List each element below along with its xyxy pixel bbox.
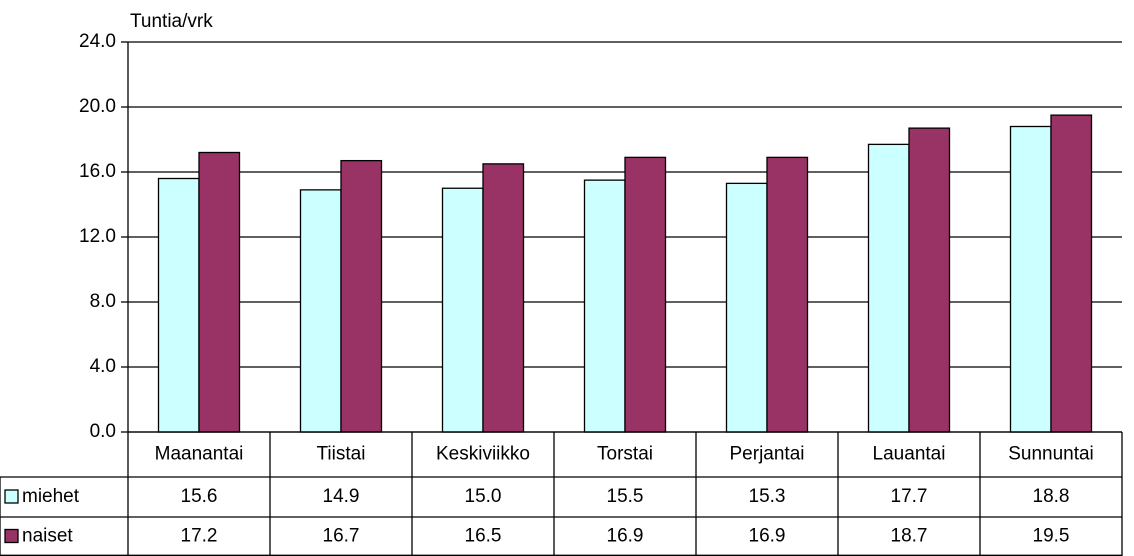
bar — [766, 156, 809, 433]
x-tick-label: Sunnuntai — [1008, 444, 1094, 465]
bar — [340, 159, 383, 433]
table-cell: 18.8 — [1033, 486, 1070, 507]
x-tick-label: Lauantai — [873, 444, 946, 465]
table-cell: 16.9 — [749, 526, 786, 547]
table-cell: 16.5 — [465, 526, 502, 547]
table-cell: 15.6 — [181, 486, 218, 507]
bar — [299, 189, 342, 433]
bar — [624, 156, 667, 433]
table-cell: 15.0 — [465, 486, 502, 507]
table-cell: 14.9 — [323, 486, 360, 507]
table-cell: 16.7 — [323, 526, 360, 547]
y-tick-label: 16.0 — [79, 161, 116, 182]
y-tick-label: 0.0 — [90, 421, 116, 442]
table-cell: 17.2 — [181, 526, 218, 547]
bar — [1009, 125, 1052, 433]
y-tick-label: 20.0 — [79, 96, 116, 117]
x-tick-label: Perjantai — [730, 444, 805, 465]
bar — [441, 187, 484, 433]
y-axis-label: Tuntia/vrk — [130, 11, 213, 32]
x-tick-label: Keskiviikko — [436, 444, 530, 465]
bar — [908, 127, 951, 433]
table-cell: 16.9 — [607, 526, 644, 547]
legend-label: naiset — [22, 526, 73, 547]
table-cell: 15.5 — [607, 486, 644, 507]
legend-key — [4, 528, 19, 544]
bar — [157, 177, 200, 433]
y-tick-label: 24.0 — [79, 31, 116, 52]
bar — [1050, 114, 1093, 433]
table-cell: 19.5 — [1033, 526, 1070, 547]
table-cell: 15.3 — [749, 486, 786, 507]
bar — [725, 182, 768, 433]
x-tick-label: Torstai — [597, 444, 653, 465]
legend-key — [4, 489, 19, 504]
y-tick-label: 8.0 — [90, 291, 116, 312]
legend-label: miehet — [22, 486, 80, 507]
bar — [867, 143, 910, 433]
y-tick-label: 4.0 — [90, 356, 116, 377]
table-cell: 17.7 — [891, 486, 928, 507]
bar — [482, 163, 525, 433]
bar — [198, 151, 241, 433]
bar — [583, 179, 626, 433]
table-cell: 18.7 — [891, 526, 928, 547]
x-tick-label: Maanantai — [155, 444, 244, 465]
y-tick-label: 12.0 — [79, 226, 116, 247]
x-tick-label: Tiistai — [317, 444, 366, 465]
